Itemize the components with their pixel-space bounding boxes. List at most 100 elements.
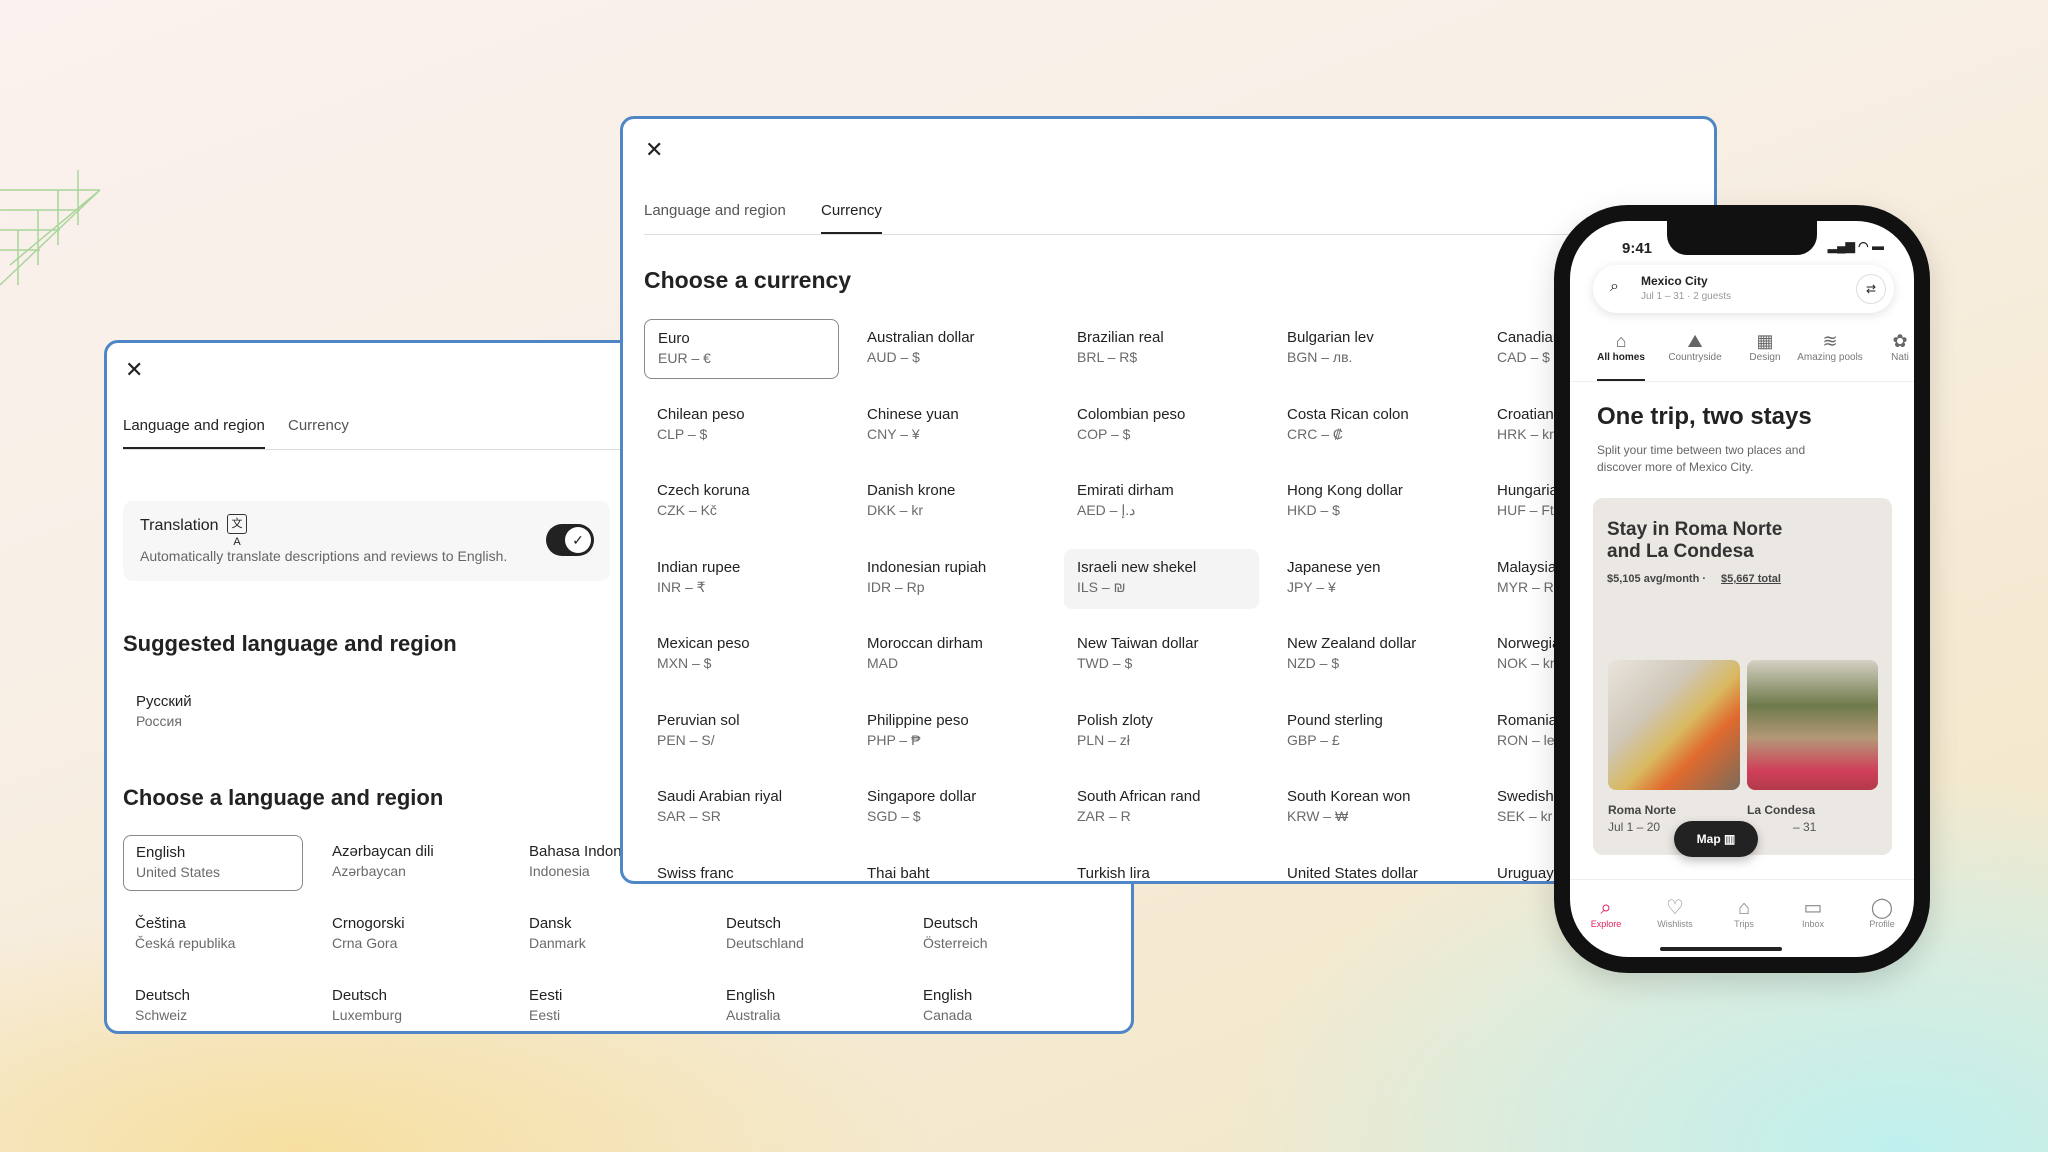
currency-option[interactable]: Israeli new shekel ILS – ₪ (1064, 548, 1259, 609)
currency-name: Indian rupee (657, 558, 741, 576)
category-tab[interactable]: ⌂ All homes (1586, 331, 1656, 363)
currency-option[interactable]: New Taiwan dollar TWD – $ (1064, 625, 1259, 685)
category-tab[interactable]: ≋ Amazing pools (1795, 331, 1865, 363)
currency-option[interactable]: New Zealand dollar NZD – $ (1274, 625, 1469, 685)
tab-language-and-region[interactable]: Language and region (644, 202, 786, 219)
currency-code: INR – ₹ (657, 578, 706, 595)
currency-option[interactable]: South Korean won KRW – ₩ (1274, 778, 1469, 838)
currency-option[interactable]: Danish krone DKK – kr (854, 472, 1049, 532)
tab-currency[interactable]: Currency (821, 202, 882, 234)
currency-option[interactable]: South African rand ZAR – R (1064, 778, 1259, 838)
currency-name: Pound sterling (1287, 711, 1383, 729)
tab-currency[interactable]: Currency (288, 417, 349, 434)
currency-option[interactable]: Euro EUR – € (644, 319, 839, 379)
nav-explore[interactable]: ⌕ Explore (1576, 897, 1636, 929)
category-label: Design (1749, 352, 1781, 363)
nav-trips[interactable]: ⌂ Trips (1714, 897, 1774, 929)
nav-icon: ▭ (1803, 897, 1823, 919)
currency-code: BRL – R$ (1077, 349, 1138, 365)
language-option[interactable]: English Canada (911, 979, 1091, 1031)
currency-option[interactable]: Mexican peso MXN – $ (644, 625, 839, 685)
currency-name: Saudi Arabian riyal (657, 788, 783, 805)
currency-name: Brazilian real (1077, 329, 1164, 346)
currency-option[interactable]: Singapore dollar SGD – $ (854, 778, 1049, 838)
currency-option[interactable]: Indonesian rupiah IDR – Rp (854, 549, 1049, 609)
currency-option[interactable]: Colombian peso COP – $ (1064, 396, 1259, 456)
currency-option[interactable]: Chinese yuan CNY – ¥ (854, 396, 1049, 456)
currency-option[interactable]: Moroccan dirham MAD (854, 625, 1049, 685)
currency-option[interactable]: Australian dollar AUD – $ (854, 319, 1049, 379)
category-tab[interactable]: ▦ Design (1730, 331, 1800, 363)
currency-option[interactable]: Emirati dirham AED – د.إ (1064, 472, 1259, 532)
card-total-link[interactable]: $5,667 total (1721, 573, 1781, 585)
la-condesa-photo[interactable] (1747, 660, 1878, 790)
currency-option[interactable]: Indian rupee INR – ₹ (644, 549, 839, 609)
category-label: All homes (1597, 352, 1645, 363)
currency-name: Indonesian rupiah (867, 558, 987, 576)
language-name: Čeština (135, 915, 186, 932)
currency-option[interactable]: Japanese yen JPY – ¥ (1274, 549, 1469, 609)
close-icon[interactable]: ✕ (645, 137, 664, 162)
language-option[interactable]: English Australia (714, 979, 894, 1031)
currency-option[interactable]: Brazilian real BRL – R$ (1064, 319, 1259, 379)
search-bar[interactable]: ⌕ Mexico City Jul 1 – 31 · 2 guests ⇄ (1593, 265, 1894, 313)
close-icon[interactable]: ✕ (125, 357, 144, 382)
language-name: English (923, 987, 973, 1004)
language-region: Россия (136, 713, 182, 729)
nav-icon: ⌂ (1737, 897, 1751, 919)
nav-wishlists[interactable]: ♡ Wishlists (1645, 897, 1705, 929)
nav-inbox[interactable]: ▭ Inbox (1783, 897, 1843, 929)
status-time: 9:41 (1622, 240, 1653, 257)
map-button[interactable]: Map ▥ (1674, 821, 1758, 857)
stay-card[interactable]: Stay in Roma Norte and La Condesa $5,105… (1593, 498, 1892, 855)
nav-icon: ♡ (1666, 897, 1684, 919)
currency-option[interactable]: Chilean peso CLP – $ (644, 396, 839, 456)
card-title-line-1: Stay in Roma Norte (1607, 519, 1783, 540)
translation-toggle[interactable]: ✓ (546, 524, 594, 556)
language-name: Azərbaycan dili (332, 843, 434, 860)
language-option[interactable]: Deutsch Luxemburg (320, 979, 500, 1031)
language-option[interactable]: Dansk Danmark (517, 907, 697, 963)
currency-code: MYR – RM (1497, 578, 1566, 595)
language-option[interactable]: Čeština Česká republika (123, 907, 303, 963)
language-option[interactable]: Azərbaycan dili Azərbaycan (320, 835, 500, 891)
section-subtitle-line-1: Split your time between two places and (1597, 443, 1806, 457)
status-icons: ▂▄▆ ◠ ▬ (1827, 239, 1884, 253)
currency-option[interactable]: Czech koruna CZK – Kč (644, 472, 839, 532)
currency-code: PHP – ₱ (867, 731, 921, 748)
language-option[interactable]: Deutsch Österreich (911, 907, 1091, 963)
currency-option[interactable]: Philippine peso PHP – ₱ (854, 702, 1049, 762)
currency-option[interactable]: Peruvian sol PEN – S/ (644, 702, 839, 762)
language-option[interactable]: Eesti Eesti (517, 979, 697, 1031)
language-option[interactable]: Bahasa Indonesia Indonesia (517, 835, 697, 891)
roma-norte-photo[interactable] (1608, 660, 1740, 790)
category-tab[interactable]: ✿ Nati (1880, 331, 1914, 363)
nav-label: Profile (1869, 919, 1895, 929)
currency-code: MXN – $ (657, 655, 712, 671)
currency-option[interactable]: Bulgarian lev BGN – лв. (1274, 319, 1469, 379)
currency-option[interactable]: Pound sterling GBP – £ (1274, 702, 1469, 762)
category-tab[interactable]: ⛰ Countryside (1660, 331, 1730, 363)
language-option[interactable]: Deutsch Schweiz (123, 979, 303, 1031)
currency-option[interactable]: United States dollar (1274, 855, 1469, 882)
translate-icon: 文A (227, 514, 247, 548)
stay-dates: – 31 (1793, 820, 1817, 834)
language-option[interactable]: Deutsch Deutschland (714, 907, 894, 963)
currency-option[interactable]: Thai baht (854, 855, 1049, 882)
language-option[interactable]: Crnogorski Crna Gora (320, 907, 500, 963)
search-icon: ⌕ (1610, 278, 1619, 295)
currency-option[interactable]: Saudi Arabian riyal SAR – SR (644, 778, 839, 838)
currency-option[interactable]: Costa Rican colon CRC – ₡ (1274, 396, 1469, 456)
currency-option[interactable]: Polish zloty PLN – zł (1064, 702, 1259, 762)
category-label: Countryside (1668, 352, 1722, 363)
nav-profile[interactable]: ◯ Profile (1852, 897, 1912, 929)
suggested-language-option[interactable]: Русский Россия (123, 683, 318, 743)
filter-icon[interactable]: ⇄ (1856, 274, 1886, 304)
tab-language-and-region[interactable]: Language and region (123, 417, 265, 449)
language-option[interactable]: English United States (123, 835, 303, 891)
currency-option[interactable]: Swiss franc (644, 855, 839, 882)
currency-option[interactable]: Turkish lira (1064, 855, 1259, 882)
currency-name: United States dollar (1287, 864, 1418, 882)
language-region: Eesti (529, 1007, 561, 1023)
currency-option[interactable]: Hong Kong dollar HKD – $ (1274, 472, 1469, 532)
